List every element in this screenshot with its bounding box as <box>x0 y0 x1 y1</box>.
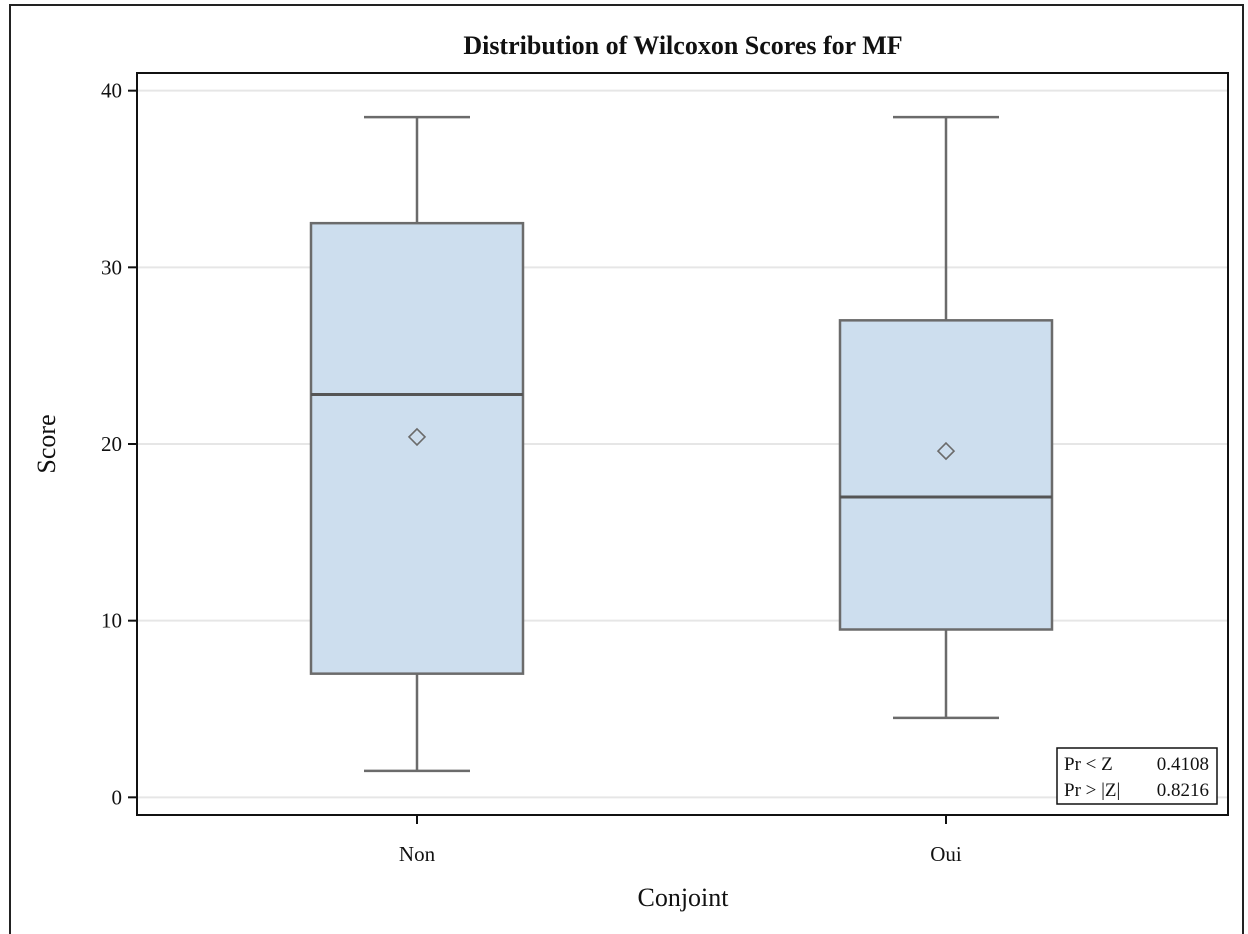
stats-inset-frame <box>1056 747 1218 805</box>
y-axis-label: Score <box>32 414 61 473</box>
stats-value-pr-gt-abs-z: 0.8216 <box>1157 780 1209 801</box>
x-axis: Non Oui <box>399 815 962 866</box>
outer-frame <box>9 4 1244 934</box>
box-layer <box>309 115 1054 773</box>
x-axis-label: Conjoint <box>637 883 729 912</box>
chart-title: Distribution of Wilcoxon Scores for MF <box>463 31 902 60</box>
iqr-box <box>838 319 1054 631</box>
stats-label-pr-gt-abs-z: Pr > |Z| <box>1064 780 1120 801</box>
x-tick-label-oui: Oui <box>930 842 962 866</box>
box-non <box>309 115 525 773</box>
mean-marker <box>936 441 956 461</box>
mean-marker <box>407 427 427 447</box>
y-tick-label: 20 <box>101 432 122 456</box>
y-tick-label: 10 <box>101 609 122 633</box>
y-axis: 0 10 20 30 40 <box>101 79 137 809</box>
x-tick-label-non: Non <box>399 842 436 866</box>
y-tick-label: 40 <box>101 79 122 103</box>
stats-value-pr-lt-z: 0.4108 <box>1157 754 1209 775</box>
grid-layer <box>137 89 1228 799</box>
box-oui <box>838 115 1054 720</box>
y-tick-label: 0 <box>112 785 123 809</box>
stats-label-pr-lt-z: Pr < Z <box>1064 754 1113 775</box>
iqr-box <box>309 221 525 675</box>
stats-inset: Pr < Z 0.4108 Pr > |Z| 0.8216 <box>1056 747 1218 805</box>
y-tick-label: 30 <box>101 255 122 279</box>
